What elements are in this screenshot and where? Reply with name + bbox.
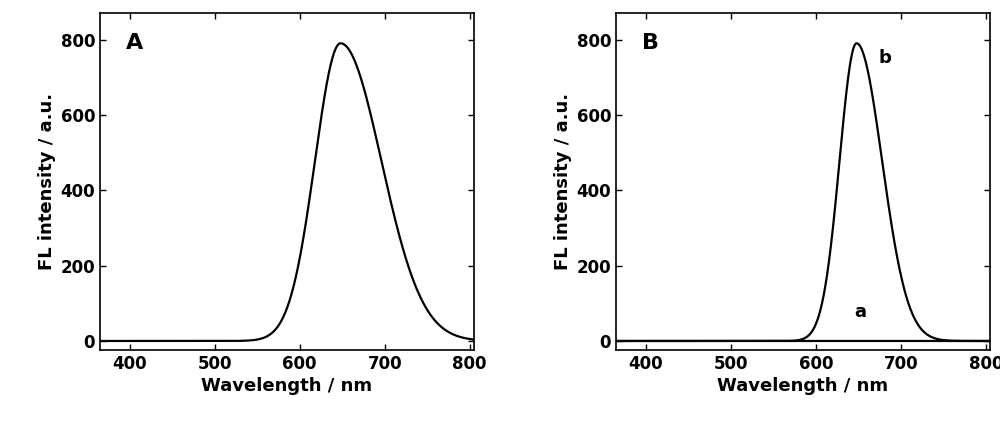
Y-axis label: FL intensity / a.u.: FL intensity / a.u.: [554, 93, 572, 270]
Text: b: b: [879, 49, 892, 67]
Text: B: B: [642, 33, 659, 53]
Y-axis label: FL intensity / a.u.: FL intensity / a.u.: [38, 93, 56, 270]
X-axis label: Wavelength / nm: Wavelength / nm: [717, 378, 889, 396]
Text: A: A: [126, 33, 143, 53]
Text: a: a: [854, 303, 866, 321]
X-axis label: Wavelength / nm: Wavelength / nm: [201, 378, 373, 396]
